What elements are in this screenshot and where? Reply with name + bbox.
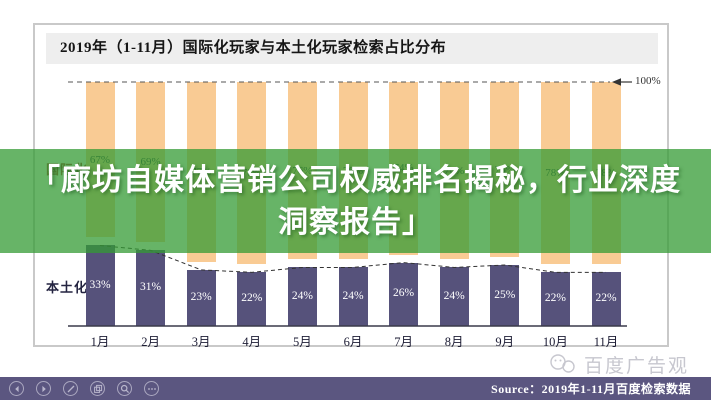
chat-bubbles-logo-icon [550,354,575,373]
copy-icon[interactable] [90,381,105,396]
local-bar-segment [540,272,570,326]
local-bar-segment [186,269,216,326]
toolbar-icon-group [9,381,159,396]
hundred-percent-label: 100% [635,75,661,87]
watermark: 百度广告观 [548,351,689,377]
local-value-label: 22% [241,292,263,305]
local-value-label: 24% [291,289,313,302]
local-value-label: 22% [595,292,617,305]
local-bar-segment [490,265,520,326]
month-label: 7月 [394,335,413,349]
more-icon[interactable] [144,381,159,396]
watermark-text: 百度广告观 [583,355,689,377]
local-bar-segment [389,262,419,326]
search-icon[interactable] [117,381,132,396]
month-label: 10月 [542,335,568,349]
month-label: 9月 [495,335,515,349]
local-value-label: 25% [494,288,516,301]
local-bar-segment [287,267,317,326]
promo-title-line2: 洞察报告」 [278,206,433,239]
month-label: 1月 [90,335,110,349]
local-value-label: 22% [544,292,566,305]
promo-overlay-banner: 「廊坊自媒体营销公司权威排名揭秘，行业深度 洞察报告」 [0,149,711,253]
local-value-label: 31% [140,281,162,294]
local-bar-segment [338,267,368,326]
month-label: 6月 [343,335,363,349]
month-label: 5月 [293,335,312,349]
month-label: 8月 [444,335,464,349]
local-bar-segment [237,272,267,326]
month-label: 2月 [141,335,160,349]
promo-title-line1: 「廊坊自媒体营销公司权威排名揭秘，行业深度 [30,164,681,197]
forward-icon[interactable] [36,381,51,396]
month-label: 3月 [191,335,211,349]
local-value-label: 24% [443,289,465,302]
local-value-label: 26% [393,287,415,300]
bottom-toolbar: Source：2019年1-11月百度检索数据 [0,377,711,400]
month-label: 4月 [242,335,262,349]
series-label-local: 本土化 [46,280,89,295]
back-icon[interactable] [9,381,24,396]
local-value-label: 33% [89,278,111,291]
chart-title-bar: 2019年（1-11月）国际化玩家与本土化玩家检索占比分布 [46,33,658,64]
local-value-label: 23% [190,290,212,303]
local-value-label: 24% [342,289,364,302]
chart-title: 2019年（1-11月）国际化玩家与本土化玩家检索占比分布 [60,40,447,56]
local-bar-segment [439,267,469,326]
source-caption: Source：2019年1-11月百度检索数据 [491,382,691,396]
month-label: 11月 [593,335,619,349]
edit-icon[interactable] [63,381,78,396]
local-bar-segment [591,272,621,326]
